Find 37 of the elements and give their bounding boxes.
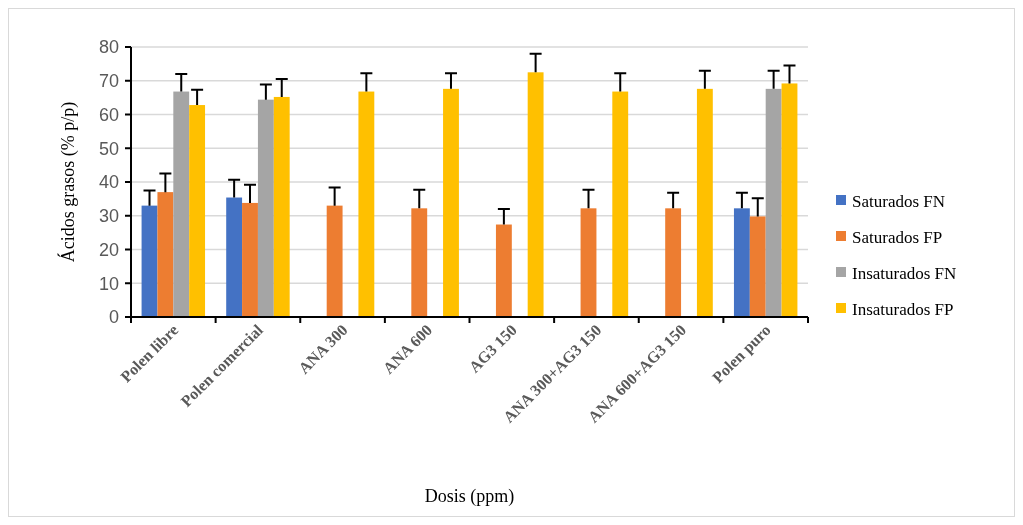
y-tick-label: 30 xyxy=(98,206,119,227)
bar xyxy=(173,91,190,317)
bar xyxy=(273,96,290,317)
y-axis-title: Ácidos grasos (% p/p) xyxy=(57,101,79,263)
bar xyxy=(358,91,375,317)
bar xyxy=(696,88,713,317)
y-tick-label: 50 xyxy=(98,138,119,159)
y-tick-label: 10 xyxy=(98,273,119,294)
bar xyxy=(781,83,798,317)
y-tick-label: 20 xyxy=(98,239,119,260)
bar xyxy=(580,208,597,317)
y-tick-label: 70 xyxy=(98,71,119,92)
bar xyxy=(749,216,766,317)
legend-label: Insaturados FP xyxy=(852,299,954,319)
bar xyxy=(141,205,158,317)
bar xyxy=(157,192,174,317)
y-tick-label: 60 xyxy=(98,104,119,125)
bar xyxy=(257,99,274,317)
bar xyxy=(326,205,343,317)
legend-label: Insaturados FN xyxy=(852,263,957,283)
bar xyxy=(226,197,243,317)
bar xyxy=(733,208,750,317)
bar xyxy=(612,91,629,317)
y-tick-label: 40 xyxy=(98,172,119,193)
bar xyxy=(411,208,428,317)
y-tick-label: 0 xyxy=(108,307,119,328)
bar xyxy=(443,88,459,317)
bar xyxy=(765,88,782,317)
bar xyxy=(495,224,512,317)
legend-label: Saturados FN xyxy=(852,191,946,211)
bar xyxy=(527,72,544,317)
bar xyxy=(189,105,206,317)
x-axis-title: Dosis (ppm) xyxy=(424,486,515,507)
bar xyxy=(242,202,258,317)
bar xyxy=(665,208,682,317)
y-tick-label: 80 xyxy=(98,37,119,58)
legend-label: Saturados FP xyxy=(852,227,943,247)
